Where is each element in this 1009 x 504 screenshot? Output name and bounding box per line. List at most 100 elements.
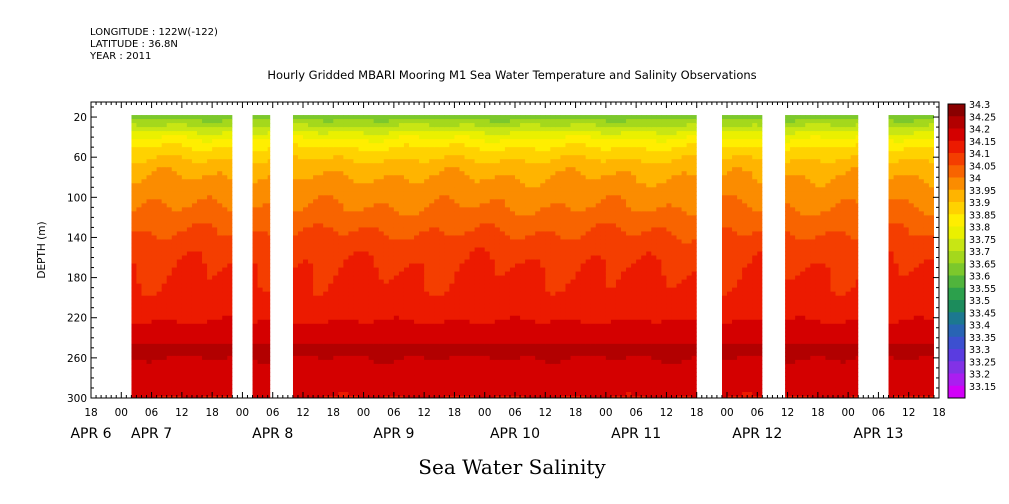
- salinity-cell: [323, 159, 329, 164]
- salinity-cell: [338, 295, 344, 301]
- salinity-cell: [444, 171, 450, 176]
- salinity-cell: [494, 131, 501, 136]
- salinity-cell: [313, 215, 319, 220]
- salinity-cell: [222, 271, 228, 277]
- salinity-cell: [373, 243, 380, 249]
- salinity-cell: [368, 115, 375, 120]
- salinity-cell: [166, 127, 173, 132]
- salinity-cell: [308, 159, 314, 164]
- salinity-cell: [217, 307, 223, 313]
- salinity-cell: [313, 375, 319, 381]
- salinity-cell: [373, 315, 380, 321]
- salinity-cell: [262, 391, 269, 397]
- salinity-cell: [318, 251, 324, 257]
- salinity-cell: [439, 183, 445, 188]
- salinity-cell: [262, 375, 269, 381]
- salinity-cell: [368, 175, 375, 180]
- salinity-cell: [484, 195, 491, 200]
- salinity-cell: [252, 279, 259, 285]
- salinity-cell: [464, 263, 471, 269]
- salinity-cell: [449, 143, 456, 148]
- salinity-cell: [414, 327, 420, 333]
- salinity-cell: [257, 123, 264, 128]
- salinity-cell: [373, 175, 380, 180]
- salinity-cell: [328, 379, 334, 385]
- salinity-cell: [308, 147, 314, 152]
- salinity-cell: [262, 243, 269, 249]
- salinity-cell: [257, 195, 264, 200]
- salinity-cell: [338, 363, 344, 369]
- salinity-cell: [181, 243, 188, 249]
- salinity-cell: [191, 219, 198, 225]
- salinity-cell: [398, 163, 405, 168]
- salinity-cell: [358, 259, 365, 265]
- salinity-cell: [323, 359, 329, 365]
- salinity-cell: [383, 295, 390, 301]
- salinity-cell: [424, 127, 430, 132]
- salinity-cell: [525, 115, 531, 120]
- salinity-cell: [393, 207, 400, 212]
- salinity-cell: [479, 187, 486, 192]
- salinity-cell: [338, 379, 344, 385]
- salinity-cell: [398, 371, 405, 377]
- salinity-cell: [303, 251, 309, 257]
- salinity-cell: [504, 219, 511, 225]
- salinity-cell: [409, 171, 415, 176]
- salinity-cell: [383, 267, 390, 273]
- salinity-cell: [419, 195, 425, 200]
- salinity-cell: [343, 307, 350, 313]
- salinity-cell: [444, 283, 450, 289]
- salinity-cell: [414, 143, 420, 148]
- salinity-cell: [429, 171, 435, 176]
- salinity-cell: [217, 279, 223, 285]
- salinity-cell: [409, 143, 415, 148]
- salinity-cell: [197, 259, 203, 265]
- salinity-cell: [343, 391, 350, 397]
- salinity-cell: [333, 347, 339, 353]
- salinity-cell: [409, 259, 415, 265]
- salinity-cell: [419, 363, 425, 369]
- salinity-cell: [474, 355, 481, 361]
- salinity-cell: [368, 151, 375, 156]
- salinity-cell: [171, 323, 178, 329]
- salinity-cell: [323, 135, 329, 140]
- salinity-cell: [171, 235, 178, 241]
- salinity-cell: [202, 187, 208, 192]
- salinity-cell: [419, 335, 425, 341]
- salinity-cell: [429, 335, 435, 341]
- salinity-cell: [262, 159, 269, 164]
- salinity-cell: [141, 363, 148, 369]
- salinity-cell: [166, 251, 173, 257]
- salinity-cell: [449, 179, 456, 184]
- salinity-cell: [469, 235, 476, 241]
- salinity-cell: [429, 175, 435, 180]
- salinity-cell: [318, 359, 324, 365]
- salinity-cell: [202, 367, 208, 373]
- salinity-cell: [398, 235, 405, 241]
- salinity-cell: [414, 367, 420, 373]
- salinity-cell: [313, 139, 319, 144]
- salinity-cell: [378, 283, 385, 289]
- salinity-cell: [141, 331, 148, 337]
- salinity-cell: [181, 375, 188, 381]
- salinity-cell: [353, 187, 360, 192]
- salinity-cell: [328, 203, 334, 208]
- salinity-cell: [348, 155, 355, 160]
- salinity-cell: [353, 143, 360, 148]
- salinity-cell: [308, 323, 314, 329]
- salinity-cell: [262, 311, 269, 317]
- salinity-cell: [303, 387, 309, 393]
- salinity-cell: [176, 363, 183, 369]
- salinity-cell: [292, 247, 299, 253]
- salinity-cell: [434, 283, 440, 289]
- salinity-cell: [449, 343, 456, 349]
- salinity-cell: [504, 355, 511, 361]
- salinity-cell: [398, 231, 405, 237]
- salinity-cell: [227, 207, 233, 212]
- salinity-cell: [388, 295, 395, 301]
- salinity-cell: [151, 271, 158, 277]
- salinity-cell: [434, 347, 440, 353]
- salinity-cell: [393, 391, 400, 397]
- salinity-cell: [136, 347, 143, 353]
- salinity-cell: [373, 251, 380, 257]
